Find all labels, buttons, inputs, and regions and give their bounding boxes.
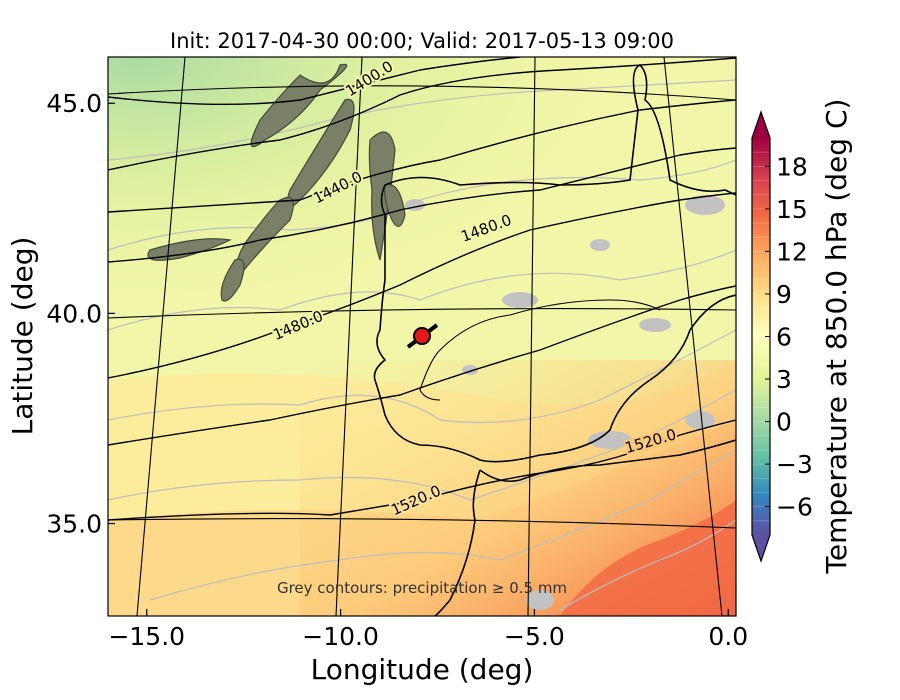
- colorbar-extend-max: [752, 112, 770, 138]
- african-coastline: [434, 439, 736, 616]
- iberian-coastline: [373, 64, 736, 463]
- x-tick-label: −10.0: [302, 622, 379, 651]
- map-frame: [107, 56, 737, 617]
- colorbar-label: Temperature at 850.0 hPa (deg C): [820, 99, 853, 575]
- colorbar-tick-label: 3: [776, 365, 792, 394]
- colorbar-tick-label: −3: [776, 450, 813, 479]
- map-panel: 1400.0 1440.0 1480.0 1480.0 1520.0 1520.…: [108, 57, 736, 616]
- chart-title: Init: 2017-04-30 00:00; Valid: 2017-05-1…: [170, 29, 674, 53]
- y-axis-ticks: 35.0 40.0 45.0: [46, 89, 115, 539]
- colorbar-outline: [751, 110, 771, 563]
- colorbar-ticks: −6 −3 0 3 6 9 12 15 18: [765, 152, 813, 522]
- x-axis-ticks: −15.0 −10.0 −5.0 0.0: [108, 609, 748, 651]
- coastlines: [373, 64, 736, 616]
- borders: [419, 299, 661, 401]
- x-axis-label: Longitude (deg): [311, 653, 534, 686]
- colorbar-tick-label: −6: [776, 493, 813, 522]
- colorbar-tick-label: 18: [776, 152, 808, 181]
- location-marker: [406, 323, 439, 349]
- colorbar-extend-min: [752, 535, 770, 561]
- y-tick-label: 45.0: [46, 89, 102, 118]
- colorbar-body: [752, 138, 770, 535]
- colorbar-fill: [752, 112, 770, 561]
- y-axis-label: Latitude (deg): [6, 237, 39, 436]
- geopotential-contours: [108, 57, 736, 521]
- colorbar-tick-label: 9: [776, 280, 792, 309]
- graticule: [108, 57, 736, 616]
- colorbar-tick-label: 6: [776, 323, 792, 352]
- temperature-field-hottest: [560, 500, 736, 616]
- colorbar-tick-label: 15: [776, 195, 808, 224]
- x-tick-label: −5.0: [504, 622, 565, 651]
- precipitation-areas: [405, 195, 725, 610]
- y-tick-label: 40.0: [46, 299, 102, 328]
- precipitation-note: Grey contours: precipitation ≥ 0.5 mm: [277, 579, 567, 597]
- colorbar-tick-label: 12: [776, 237, 808, 266]
- temperature-contours: [108, 79, 736, 611]
- colorbar: −6 −3 0 3 6 9 12 15 18 Temperature at 850.0 hPa …: [751, 99, 853, 575]
- colorbar-tick-label: 0: [776, 408, 792, 437]
- x-tick-label: 0.0: [708, 622, 748, 651]
- x-tick-label: −15.0: [108, 622, 185, 651]
- y-tick-label: 35.0: [46, 510, 102, 539]
